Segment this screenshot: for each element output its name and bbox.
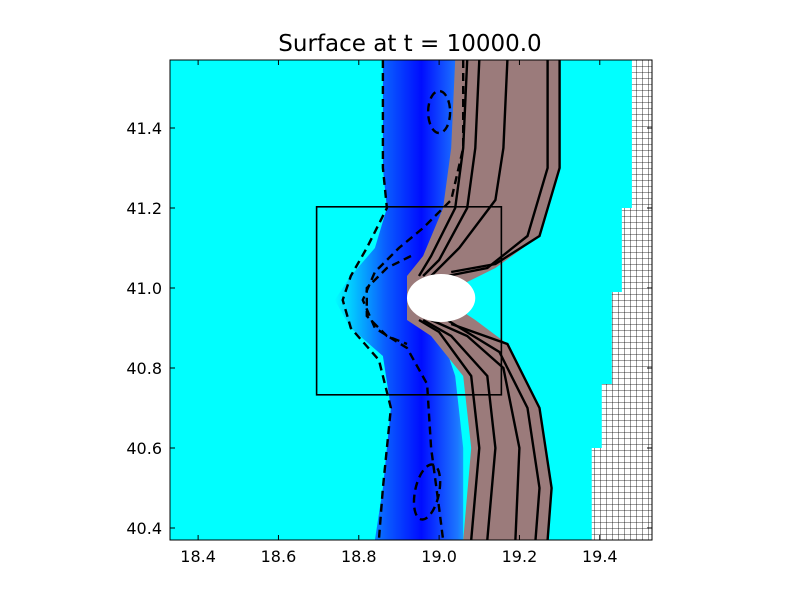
grid-step xyxy=(591,448,652,540)
solid-contour xyxy=(422,318,497,540)
dashed-contour xyxy=(361,60,465,540)
inset-box xyxy=(315,206,503,396)
elevation-edge-band xyxy=(407,60,560,540)
solid-contour xyxy=(417,60,469,277)
x-tick-label: 19.2 xyxy=(502,547,538,566)
solid-contour xyxy=(422,60,481,277)
y-tick-label: 40.8 xyxy=(126,359,162,378)
solid-contour xyxy=(446,60,549,278)
plot-area xyxy=(170,60,652,540)
y-tick-label: 41.2 xyxy=(126,199,162,218)
solid-contour xyxy=(450,322,553,540)
grid-step xyxy=(601,384,652,448)
grid-step xyxy=(611,292,652,384)
x-tick-label: 18.6 xyxy=(261,547,297,566)
y-tick-label: 41.0 xyxy=(126,279,162,298)
y-axis: 40.4 40.6 40.8 41.0 41.2 41.4 xyxy=(126,119,652,538)
solid-contour xyxy=(450,60,561,274)
solid-contour xyxy=(430,318,521,540)
dashed-contour xyxy=(365,254,412,346)
y-tick-label: 40.6 xyxy=(126,439,162,458)
grid-step xyxy=(631,60,652,208)
solid-contour xyxy=(418,318,481,540)
solid-contour xyxy=(446,318,541,540)
dashed-contour xyxy=(341,60,393,540)
solid-contour xyxy=(430,60,509,277)
refined-grid-column xyxy=(591,60,652,540)
y-tick-label: 40.4 xyxy=(126,519,162,538)
plot-frame xyxy=(169,59,653,541)
dashed-contour-loop xyxy=(426,89,452,135)
grid-step xyxy=(621,208,652,292)
dashed-contour-loop xyxy=(412,463,442,521)
island xyxy=(406,274,476,322)
x-tick-label: 19.0 xyxy=(421,547,457,566)
contour-lines xyxy=(341,60,561,540)
x-tick-label: 18.4 xyxy=(180,547,216,566)
x-tick-label: 19.4 xyxy=(582,547,618,566)
x-axis: 18.4 18.6 18.8 19.0 19.2 19.4 xyxy=(180,60,618,566)
y-tick-label: 41.4 xyxy=(126,119,162,138)
x-tick-label: 18.8 xyxy=(341,547,377,566)
chart-title: Surface at t = 10000.0 xyxy=(278,31,541,57)
